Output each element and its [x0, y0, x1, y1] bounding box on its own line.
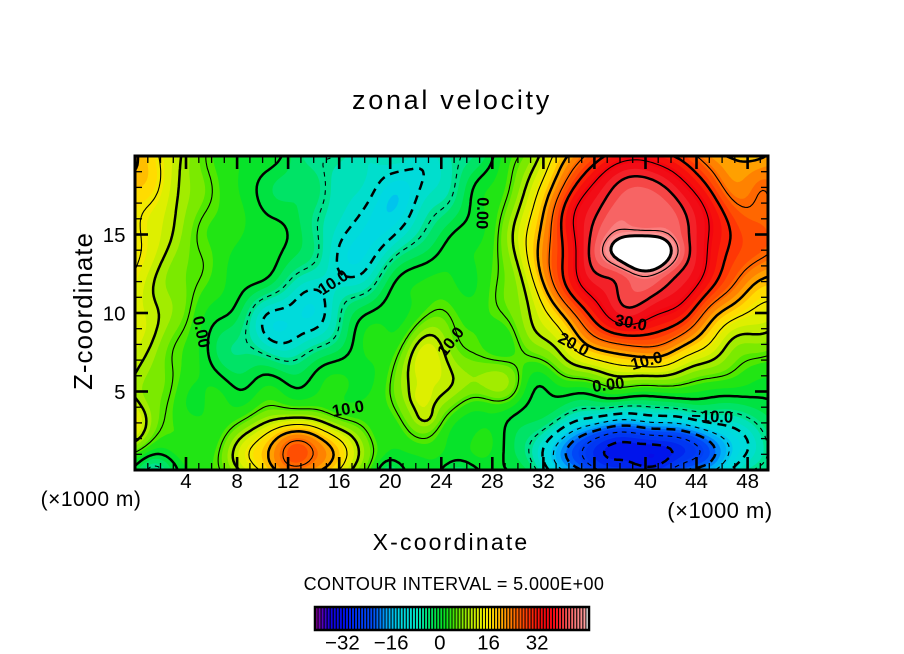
svg-text:0.00: 0.00	[472, 197, 491, 230]
svg-text:24: 24	[430, 470, 453, 493]
svg-text:48: 48	[736, 470, 759, 493]
svg-text:−16: −16	[374, 632, 409, 654]
svg-text:16: 16	[477, 632, 500, 654]
svg-text:32: 32	[526, 632, 549, 654]
svg-text:−32: −32	[325, 632, 360, 654]
svg-text:CONTOUR INTERVAL = 5.000E+00: CONTOUR INTERVAL = 5.000E+00	[304, 574, 605, 594]
svg-text:40: 40	[634, 470, 657, 493]
svg-text:10: 10	[103, 303, 126, 326]
svg-text:(×1000 m): (×1000 m)	[667, 498, 772, 523]
svg-text:12: 12	[277, 470, 300, 493]
svg-text:30.0: 30.0	[613, 311, 648, 334]
svg-text:10.0: 10.0	[331, 397, 366, 420]
svg-text:15: 15	[103, 224, 126, 247]
svg-text:5: 5	[114, 381, 125, 404]
svg-text:20: 20	[379, 470, 402, 493]
svg-text:zonal velocity: zonal velocity	[352, 85, 552, 115]
svg-text:0: 0	[434, 632, 445, 654]
svg-text:16: 16	[328, 470, 351, 493]
svg-text:(×1000 m): (×1000 m)	[41, 488, 142, 511]
svg-text:−10.0: −10.0	[691, 407, 733, 426]
svg-text:44: 44	[685, 470, 708, 493]
svg-text:X-coordinate: X-coordinate	[373, 529, 530, 555]
svg-text:4: 4	[180, 470, 191, 493]
svg-text:28: 28	[481, 470, 504, 493]
svg-text:36: 36	[583, 470, 606, 493]
svg-text:32: 32	[532, 470, 555, 493]
svg-text:0.00: 0.00	[591, 374, 625, 396]
svg-text:8: 8	[231, 470, 242, 493]
svg-text:Z-coordinate: Z-coordinate	[68, 232, 98, 390]
